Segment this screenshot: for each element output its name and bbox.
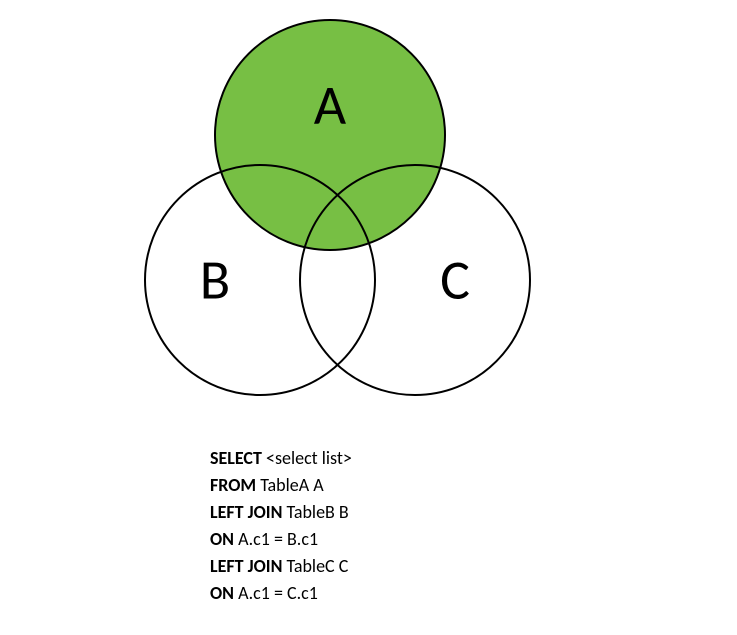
- code-rest: TableB B: [282, 501, 348, 523]
- code-line-4: LEFT JOIN TableC C: [210, 553, 352, 580]
- label-a: A: [314, 71, 347, 139]
- code-line-3: ON A.c1 = B.c1: [210, 526, 352, 553]
- sql-code-block: SELECT <select list>FROM TableA ALEFT JO…: [210, 445, 352, 607]
- code-keyword: FROM: [210, 474, 256, 496]
- venn-svg: A B C: [0, 0, 737, 410]
- code-keyword: SELECT: [210, 447, 262, 469]
- label-c: C: [440, 246, 470, 314]
- code-line-0: SELECT <select list>: [210, 445, 352, 472]
- code-keyword: ON: [210, 582, 234, 604]
- code-rest: <select list>: [262, 447, 352, 469]
- code-rest: TableC C: [282, 555, 348, 577]
- label-b: B: [200, 246, 230, 314]
- code-rest: TableA A: [256, 474, 324, 496]
- code-keyword: LEFT JOIN: [210, 501, 282, 523]
- venn-diagram: A B C: [0, 0, 737, 415]
- code-line-1: FROM TableA A: [210, 472, 352, 499]
- code-keyword: LEFT JOIN: [210, 555, 282, 577]
- code-keyword: ON: [210, 528, 234, 550]
- code-line-5: ON A.c1 = C.c1: [210, 580, 352, 607]
- code-rest: A.c1 = C.c1: [234, 582, 318, 604]
- code-line-2: LEFT JOIN TableB B: [210, 499, 352, 526]
- code-rest: A.c1 = B.c1: [234, 528, 318, 550]
